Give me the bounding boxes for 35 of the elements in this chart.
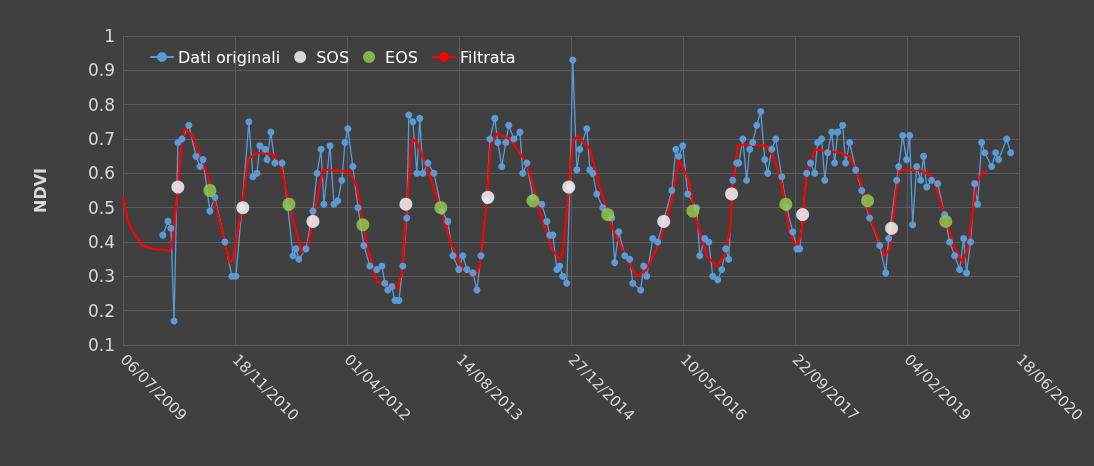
point [236, 201, 250, 215]
legend-label: Dati originali [178, 47, 281, 67]
y-tick-label: 0.1 [87, 335, 115, 355]
point [657, 214, 671, 228]
point [306, 214, 320, 228]
point [779, 197, 793, 211]
point [434, 201, 448, 215]
legend-label: SOS [316, 47, 350, 67]
y-tick-label: 0.2 [87, 300, 115, 321]
point [686, 204, 700, 218]
point [725, 187, 739, 201]
point [203, 184, 217, 197]
point [526, 194, 540, 208]
y-tick-label: 0.9 [87, 60, 115, 81]
legend-label: Filtrata [459, 47, 516, 67]
point [939, 214, 953, 228]
point [282, 197, 296, 211]
y-tick-label: 0.7 [87, 129, 115, 149]
point [356, 218, 370, 232]
y-tick-label: 0.3 [87, 266, 115, 287]
point [481, 190, 495, 204]
point [171, 180, 185, 194]
point [861, 194, 875, 208]
point [885, 221, 899, 235]
point [796, 208, 810, 222]
y-tick-label: 0.8 [87, 94, 115, 115]
y-tick-label: 0.6 [87, 163, 115, 184]
point [562, 180, 576, 194]
y-axis-title: NDVI [30, 167, 50, 214]
legend-label: EOS [385, 47, 418, 67]
y-tick-label: 0.5 [87, 197, 115, 218]
point [601, 208, 615, 222]
y-tick-label: 1 [104, 26, 115, 46]
y-tick-label: 0.4 [87, 232, 115, 252]
point [399, 197, 413, 211]
